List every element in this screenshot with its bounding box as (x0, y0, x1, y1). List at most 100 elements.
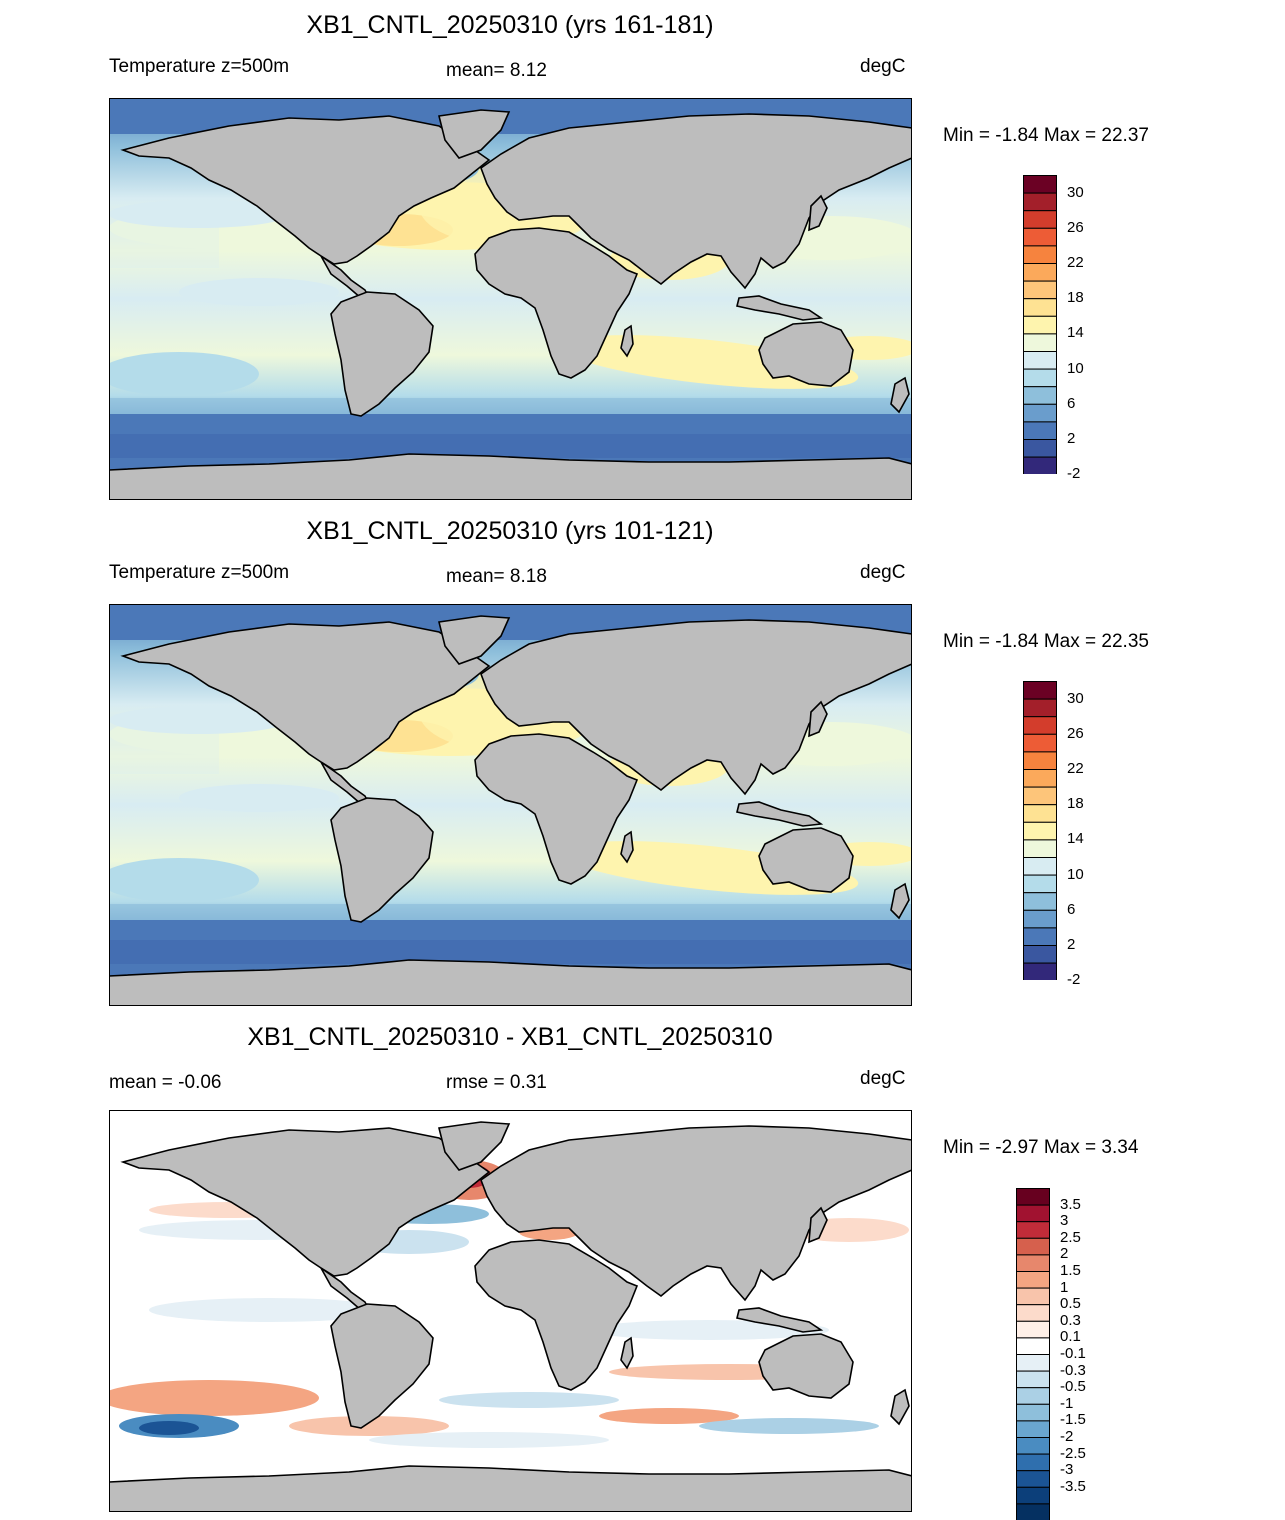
colorbar-1: 30 26 22 18 14 10 6 2 -2 (1023, 175, 1117, 482)
units-label: degC (860, 1068, 906, 1089)
colorbar-tick-label: 18 (1067, 289, 1084, 307)
rmse-label: rmse = 0.31 (446, 1072, 547, 1093)
minmax-label: Min = -2.97 Max = 3.34 (943, 1137, 1139, 1158)
colorbar-swatch (1023, 439, 1057, 458)
colorbar-swatch (1016, 1387, 1050, 1405)
variable-label: Temperature z=500m (109, 56, 290, 77)
colorbar-tick-label: 3.5 (1060, 1195, 1081, 1213)
colorbar-tick-label: 1.5 (1060, 1262, 1081, 1279)
colorbar-swatch (1016, 1437, 1050, 1455)
colorbar-swatch (1023, 733, 1057, 753)
mean-label: mean= 8.18 (446, 566, 547, 587)
colorbar-swatch (1016, 1470, 1050, 1488)
colorbar-tick-label: -2.5 (1060, 1444, 1086, 1462)
colorbar-swatches (1016, 1188, 1050, 1520)
colorbar-swatch (1016, 1237, 1050, 1256)
colorbar-swatches (1023, 681, 1057, 981)
colorbar-tick-label: 10 (1067, 359, 1084, 377)
colorbar-tick-label: 10 (1067, 865, 1084, 883)
colorbar-swatch (1023, 210, 1057, 229)
panel-title: XB1_CNTL_20250310 (yrs 161-181) (306, 11, 714, 39)
map-panel-1 (109, 98, 912, 500)
colorbar-tick-label: 6 (1067, 900, 1076, 918)
colorbar-swatch (1023, 298, 1057, 317)
colorbar-swatch (1023, 175, 1057, 194)
colorbar-swatch (1023, 874, 1057, 894)
colorbar-tick-label: -0.3 (1060, 1361, 1086, 1379)
colorbar-tick-label: 6 (1067, 394, 1076, 412)
colorbar-swatch (1016, 1221, 1050, 1239)
colorbar-tick-label: 1 (1060, 1278, 1069, 1296)
colorbar-swatch (1023, 403, 1057, 423)
colorbar-swatch (1016, 1254, 1050, 1273)
colorbar-swatch (1023, 386, 1057, 405)
panel-title: XB1_CNTL_20250310 - XB1_CNTL_20250310 (247, 1023, 773, 1051)
colorbar-swatch (1016, 1304, 1050, 1322)
colorbar-tick-label: 22 (1067, 254, 1084, 271)
colorbar-tick-label: -0.5 (1060, 1378, 1086, 1396)
colorbar-tick-label: 2.5 (1060, 1228, 1081, 1246)
panel-title: XB1_CNTL_20250310 (yrs 101-121) (306, 517, 714, 545)
colorbar-tick-label: 2 (1067, 430, 1076, 447)
colorbar-tick-label: 30 (1067, 689, 1084, 707)
mean-label: mean= 8.12 (446, 60, 547, 81)
colorbar-tick-label: 2 (1067, 936, 1076, 953)
colorbar-swatch (1016, 1188, 1050, 1206)
colorbar-swatch (1023, 945, 1057, 964)
colorbar-swatch (1016, 1337, 1050, 1355)
colorbar-swatch (1023, 456, 1057, 475)
variable-label: Temperature z=500m (109, 562, 290, 583)
colorbar-swatch (1023, 245, 1057, 265)
colorbar-swatch (1023, 786, 1057, 806)
colorbar-tick-label: -3.5 (1060, 1477, 1086, 1495)
colorbar-2: 30 26 22 18 14 10 6 2 -2 (1023, 681, 1117, 988)
minmax-label: Min = -1.84 Max = 22.37 (943, 125, 1149, 146)
colorbar-tick-label: 30 (1067, 183, 1084, 201)
map-panel-3 (109, 1110, 912, 1512)
colorbar-swatch (1023, 681, 1057, 700)
colorbar-tick-label: -0.1 (1060, 1345, 1086, 1362)
colorbar-swatch (1016, 1370, 1050, 1389)
colorbar-swatch (1023, 351, 1057, 370)
colorbar-tick-label: 22 (1067, 760, 1084, 777)
colorbar-swatch (1023, 892, 1057, 911)
colorbar-swatch (1023, 698, 1057, 718)
colorbar-swatch (1023, 263, 1057, 282)
colorbar-swatch (1023, 857, 1057, 876)
colorbar-swatch (1023, 962, 1057, 981)
colorbar-swatch (1023, 716, 1057, 735)
colorbar-swatch (1023, 751, 1057, 771)
colorbar-tick-label: -2 (1067, 971, 1081, 989)
colorbar-swatch (1023, 280, 1057, 300)
units-label: degC (860, 562, 906, 583)
colorbar-swatch (1023, 227, 1057, 247)
colorbar-swatch (1023, 909, 1057, 929)
colorbar-swatch (1023, 192, 1057, 212)
colorbar-swatch (1016, 1271, 1050, 1289)
colorbar-swatch (1023, 368, 1057, 388)
colorbar-swatches (1023, 175, 1057, 475)
colorbar-swatch (1023, 769, 1057, 788)
colorbar-swatch (1016, 1403, 1050, 1422)
colorbar-tick-label: 18 (1067, 795, 1084, 813)
colorbar-swatch (1023, 927, 1057, 946)
colorbar-swatch (1016, 1503, 1050, 1520)
colorbar-swatch (1023, 839, 1057, 858)
colorbar-swatch (1016, 1453, 1050, 1472)
mean-label: mean = -0.06 (109, 1072, 222, 1093)
colorbar-swatch (1016, 1204, 1050, 1223)
colorbar-tick-label: -1 (1060, 1394, 1074, 1412)
map-panel-2 (109, 604, 912, 1006)
colorbar-swatch (1023, 421, 1057, 440)
colorbar-swatch (1016, 1287, 1050, 1306)
colorbar-tick-label: -3 (1060, 1461, 1074, 1479)
colorbar-swatch (1023, 333, 1057, 352)
colorbar-tick-label: 0.1 (1060, 1328, 1081, 1346)
colorbar-tick-label: 14 (1067, 830, 1084, 848)
colorbar-swatch (1016, 1486, 1050, 1505)
colorbar-tick-label: -2 (1060, 1428, 1074, 1445)
colorbar-swatch (1016, 1354, 1050, 1372)
colorbar-swatch (1016, 1320, 1050, 1339)
colorbar-tick-label: -2 (1067, 465, 1081, 483)
colorbar-swatch (1023, 315, 1057, 335)
